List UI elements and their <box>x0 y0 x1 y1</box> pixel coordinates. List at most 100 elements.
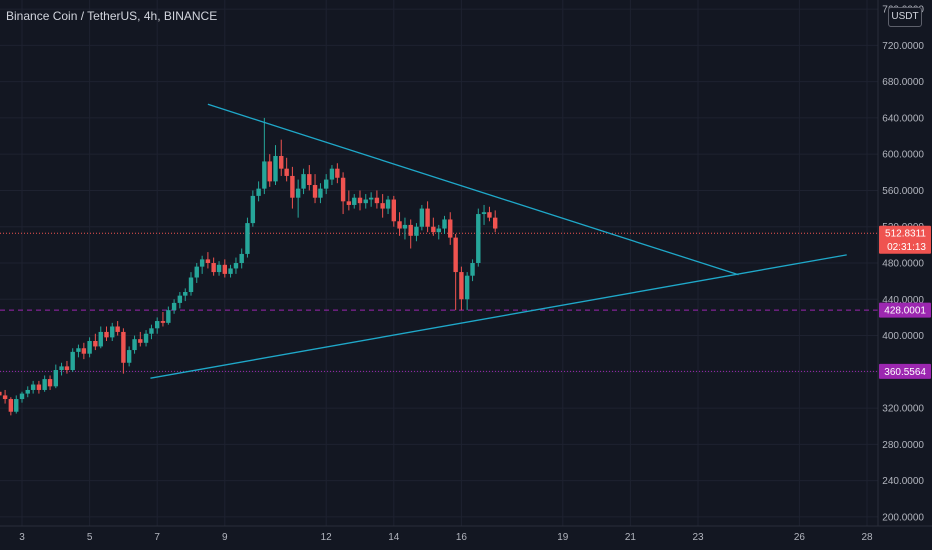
candle-body <box>436 228 441 233</box>
price-tick-label: 440.0000 <box>882 295 924 306</box>
trendlines[interactable] <box>150 103 847 379</box>
candle-body <box>166 310 171 323</box>
candle <box>36 380 42 394</box>
candle-body <box>459 272 464 300</box>
candle-body <box>476 214 481 263</box>
candle <box>368 192 374 207</box>
candle-body <box>222 264 227 274</box>
candle <box>363 194 368 209</box>
candle-body <box>352 197 357 205</box>
time-axis-bg <box>0 526 932 550</box>
price-tick-label: 240.0000 <box>882 476 924 487</box>
candle-body <box>419 208 425 227</box>
candle-body <box>346 201 352 205</box>
candle-body <box>340 177 346 202</box>
candle-body <box>408 224 413 236</box>
price-tick-label: 720.0000 <box>882 41 924 52</box>
candle <box>171 299 177 314</box>
candle <box>397 212 402 236</box>
candle <box>239 248 244 269</box>
candle-body <box>59 366 64 371</box>
candle <box>256 181 261 202</box>
candle-body <box>239 253 244 263</box>
candle-body <box>36 384 42 390</box>
candle-body <box>155 321 160 329</box>
level-label-1-bg <box>879 363 931 379</box>
candle-body <box>177 295 183 303</box>
currency-button[interactable]: USDT <box>888 7 922 27</box>
candle <box>216 261 222 276</box>
candle <box>93 333 98 351</box>
time-tick-label: 12 <box>321 532 333 543</box>
candle-body <box>2 395 8 400</box>
candle <box>25 386 30 398</box>
candle <box>301 168 306 195</box>
candle-body <box>143 333 149 343</box>
candle <box>126 346 132 367</box>
candle-body <box>233 263 239 269</box>
time-tick-label: 5 <box>87 532 93 543</box>
candle <box>115 321 120 336</box>
candle <box>290 166 295 209</box>
candle-body <box>216 264 222 273</box>
candle-body <box>194 266 199 278</box>
candle-body <box>0 391 2 396</box>
candle <box>19 391 25 403</box>
candle <box>183 288 188 302</box>
candle-body <box>8 399 14 412</box>
candle-body <box>442 219 447 229</box>
candle <box>59 362 64 376</box>
time-tick-label: 9 <box>222 532 228 543</box>
candle <box>352 194 357 209</box>
candle <box>143 330 149 347</box>
price-axis[interactable]: 200.0000240.0000280.0000320.0000360.0000… <box>877 0 932 550</box>
candle <box>250 190 256 227</box>
candle <box>245 217 250 258</box>
candle-body <box>464 275 470 300</box>
candle-body <box>149 328 154 334</box>
candle-body <box>402 224 408 229</box>
candle-body <box>93 340 98 347</box>
candle <box>295 179 301 218</box>
time-axis[interactable]: 3 5 7 9 12 14 16 19 21 23 26 28 <box>0 525 932 550</box>
candle <box>0 391 2 396</box>
candle-body <box>262 161 267 189</box>
last-price-label-countdown: 02:31:13 <box>887 242 926 253</box>
candle-body <box>47 379 53 387</box>
candle-body <box>250 195 256 224</box>
price-tick-label: 680.0000 <box>882 77 924 88</box>
candle <box>166 306 171 325</box>
candle-body <box>256 188 261 196</box>
candle-body <box>318 188 323 198</box>
candle-body <box>312 185 318 198</box>
candle <box>425 201 430 233</box>
candle-body <box>380 203 385 209</box>
candlesticks[interactable] <box>0 117 498 416</box>
candle-body <box>138 339 143 343</box>
candle <box>81 342 87 360</box>
candle <box>104 326 109 341</box>
candle <box>87 337 92 358</box>
candle <box>47 375 53 390</box>
candle <box>380 194 385 218</box>
candle <box>385 195 391 215</box>
candle <box>149 324 154 340</box>
price-axis-bg <box>878 0 932 550</box>
price-tick-label: 200.0000 <box>882 512 924 523</box>
candle-body <box>53 370 58 387</box>
candle-body <box>324 179 329 189</box>
candle-body <box>374 197 380 204</box>
candle-body <box>126 350 132 363</box>
candle <box>431 217 436 236</box>
candle <box>98 326 103 349</box>
candle <box>2 389 8 404</box>
candle-body <box>267 161 272 182</box>
candle-body <box>205 259 211 263</box>
candle-body <box>42 379 47 390</box>
candle <box>121 328 126 374</box>
candle-body <box>30 384 36 390</box>
candle-body <box>228 268 233 274</box>
candle-body <box>290 175 295 198</box>
candle-body <box>284 168 289 176</box>
